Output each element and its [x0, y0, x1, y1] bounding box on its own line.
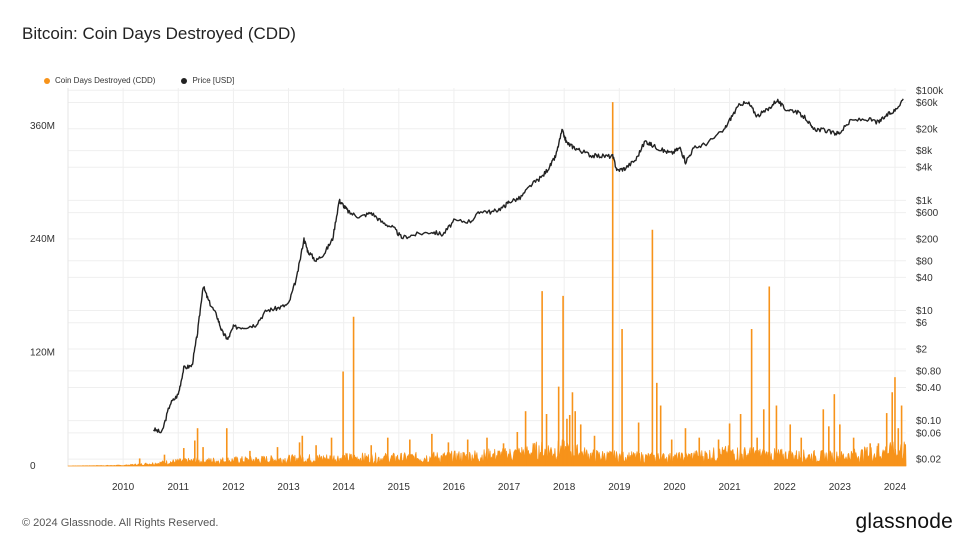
y-right-tick-label: $600 [916, 208, 939, 219]
x-tick-label: 2020 [663, 482, 686, 493]
x-tick-label: 2017 [498, 482, 521, 493]
x-tick-label: 2023 [829, 482, 852, 493]
legend-label-cdd: Coin Days Destroyed (CDD) [55, 76, 156, 85]
y-left-tick-label: 240M [30, 234, 55, 245]
legend-item-cdd[interactable]: Coin Days Destroyed (CDD) [44, 76, 155, 85]
y-right-tick-label: $0.40 [916, 383, 941, 394]
y-right-tick-label: $4k [916, 163, 933, 174]
x-tick-label: 2011 [168, 482, 190, 493]
price-line [152, 98, 904, 434]
y-right-tick-label: $60k [916, 98, 939, 109]
y-right-tick-label: $0.80 [916, 366, 941, 377]
y-left-tick-label: 120M [30, 348, 55, 359]
y-right-tick-label: $6 [916, 318, 928, 329]
y-right-tick-label: $8k [916, 146, 933, 157]
chart-title: Bitcoin: Coin Days Destroyed (CDD) [22, 24, 296, 43]
x-tick-label: 2022 [774, 482, 797, 493]
y-right-tick-label: $0.10 [916, 416, 941, 427]
y-right-tick-label: $100k [916, 86, 944, 97]
y-right-tick-label: $20k [916, 124, 939, 135]
legend-dot-price [181, 77, 188, 84]
x-tick-label: 2021 [718, 482, 741, 493]
y-right-tick-label: $2 [916, 345, 928, 356]
x-tick-label: 2015 [388, 482, 411, 493]
y-right-tick-label: $200 [916, 234, 939, 245]
y-left-tick-label: 360M [30, 121, 55, 132]
x-tick-label: 2018 [553, 482, 576, 493]
chart-legend: Coin Days Destroyed (CDD) Price [USD] [44, 76, 234, 85]
legend-dot-cdd [44, 77, 50, 84]
y-right-tick-label: $1k [916, 196, 933, 207]
x-tick-label: 2014 [333, 482, 356, 493]
y-right-tick-label: $0.02 [916, 455, 941, 466]
legend-label-price: Price [USD] [192, 76, 235, 85]
y-right-tick-label: $80 [916, 256, 933, 267]
x-tick-label: 2019 [608, 482, 631, 493]
x-tick-label: 2024 [884, 482, 907, 493]
x-tick-label: 2010 [112, 482, 135, 493]
x-tick-label: 2016 [443, 482, 466, 493]
glassnode-logo[interactable]: glassnode [855, 510, 953, 533]
x-tick-label: 2013 [277, 482, 300, 493]
y-right-tick-label: $40 [916, 273, 933, 284]
x-tick-label: 2012 [222, 482, 245, 493]
legend-item-price[interactable]: Price [USD] [181, 76, 234, 85]
y-right-tick-label: $0.06 [916, 428, 941, 439]
copyright-text: © 2024 Glassnode. All Rights Reserved. [22, 517, 219, 529]
y-left-tick-label: 0 [30, 461, 36, 472]
y-right-tick-label: $10 [916, 306, 933, 317]
